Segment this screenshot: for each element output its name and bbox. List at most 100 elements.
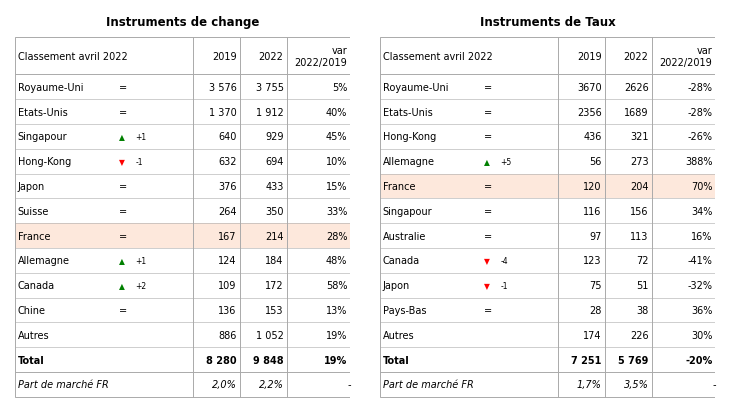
Text: Etats-Unis: Etats-Unis bbox=[383, 107, 432, 117]
Text: 45%: 45% bbox=[326, 132, 347, 142]
Text: France: France bbox=[18, 231, 50, 241]
Bar bbox=[15, 224, 350, 248]
Text: 51: 51 bbox=[637, 281, 648, 290]
Text: 48%: 48% bbox=[326, 256, 347, 266]
Text: Instruments de Taux: Instruments de Taux bbox=[480, 16, 615, 29]
Text: 172: 172 bbox=[265, 281, 283, 290]
Text: 30%: 30% bbox=[691, 330, 712, 340]
Text: ▲: ▲ bbox=[119, 256, 125, 265]
Text: 70%: 70% bbox=[691, 182, 712, 191]
Text: 28: 28 bbox=[589, 305, 602, 315]
Text: =: = bbox=[484, 305, 492, 315]
Text: ▼: ▼ bbox=[484, 256, 490, 265]
Text: 7 251: 7 251 bbox=[571, 355, 602, 365]
Text: +5: +5 bbox=[501, 157, 512, 166]
Text: =: = bbox=[484, 231, 492, 241]
Text: France: France bbox=[383, 182, 415, 191]
Text: -32%: -32% bbox=[688, 281, 712, 290]
Text: var
2022/2019: var 2022/2019 bbox=[295, 45, 347, 68]
Text: 2626: 2626 bbox=[624, 83, 648, 92]
Text: Canada: Canada bbox=[18, 281, 55, 290]
Text: 433: 433 bbox=[265, 182, 283, 191]
Text: -26%: -26% bbox=[688, 132, 712, 142]
Text: 75: 75 bbox=[589, 281, 602, 290]
Text: +1: +1 bbox=[136, 256, 147, 265]
Text: Australie: Australie bbox=[383, 231, 426, 241]
Text: 1 052: 1 052 bbox=[255, 330, 283, 340]
Text: -28%: -28% bbox=[688, 83, 712, 92]
Text: 123: 123 bbox=[583, 256, 602, 266]
Text: 16%: 16% bbox=[691, 231, 712, 241]
Text: =: = bbox=[119, 231, 127, 241]
Text: Autres: Autres bbox=[383, 330, 414, 340]
Text: 156: 156 bbox=[630, 206, 648, 216]
Text: 2019: 2019 bbox=[212, 52, 237, 62]
Text: 273: 273 bbox=[630, 157, 648, 167]
Text: Part de marché FR: Part de marché FR bbox=[383, 380, 473, 389]
Text: Royaume-Uni: Royaume-Uni bbox=[18, 83, 83, 92]
Text: 120: 120 bbox=[583, 182, 602, 191]
Text: -1: -1 bbox=[136, 157, 143, 166]
Text: 9 848: 9 848 bbox=[253, 355, 283, 365]
Text: 109: 109 bbox=[218, 281, 237, 290]
Text: =: = bbox=[119, 83, 127, 92]
Text: 28%: 28% bbox=[326, 231, 347, 241]
Text: Allemagne: Allemagne bbox=[18, 256, 69, 266]
Text: 264: 264 bbox=[218, 206, 237, 216]
Text: 1 370: 1 370 bbox=[209, 107, 237, 117]
Text: 632: 632 bbox=[218, 157, 237, 167]
Text: Instruments de change: Instruments de change bbox=[106, 16, 259, 29]
Text: Classement avril 2022: Classement avril 2022 bbox=[18, 52, 127, 62]
Text: 10%: 10% bbox=[326, 157, 347, 167]
Text: Total: Total bbox=[18, 355, 45, 365]
Text: -: - bbox=[347, 380, 351, 389]
Text: =: = bbox=[119, 206, 127, 216]
Text: Hong-Kong: Hong-Kong bbox=[18, 157, 71, 167]
Text: -20%: -20% bbox=[685, 355, 712, 365]
Text: 56: 56 bbox=[589, 157, 602, 167]
Text: 8 280: 8 280 bbox=[206, 355, 237, 365]
Text: 40%: 40% bbox=[326, 107, 347, 117]
Text: 350: 350 bbox=[265, 206, 283, 216]
Text: 97: 97 bbox=[589, 231, 602, 241]
Text: ▲: ▲ bbox=[119, 281, 125, 290]
Text: Part de marché FR: Part de marché FR bbox=[18, 380, 108, 389]
Text: 184: 184 bbox=[265, 256, 283, 266]
Text: ▲: ▲ bbox=[484, 157, 490, 166]
Text: 153: 153 bbox=[265, 305, 283, 315]
Text: 2022: 2022 bbox=[623, 52, 648, 62]
Text: 19%: 19% bbox=[326, 330, 347, 340]
Text: 694: 694 bbox=[265, 157, 283, 167]
Text: 376: 376 bbox=[218, 182, 237, 191]
Text: var
2022/2019: var 2022/2019 bbox=[660, 45, 712, 68]
Text: Allemagne: Allemagne bbox=[383, 157, 434, 167]
Text: 204: 204 bbox=[630, 182, 648, 191]
Text: 321: 321 bbox=[630, 132, 648, 142]
Text: 886: 886 bbox=[218, 330, 237, 340]
Text: 113: 113 bbox=[630, 231, 648, 241]
Text: Japon: Japon bbox=[383, 281, 410, 290]
Text: Autres: Autres bbox=[18, 330, 49, 340]
Text: 167: 167 bbox=[218, 231, 237, 241]
Text: 33%: 33% bbox=[326, 206, 347, 216]
Text: =: = bbox=[484, 182, 492, 191]
Text: =: = bbox=[484, 107, 492, 117]
Text: Singapour: Singapour bbox=[383, 206, 432, 216]
Text: +2: +2 bbox=[136, 281, 147, 290]
Text: Etats-Unis: Etats-Unis bbox=[18, 107, 67, 117]
Text: 174: 174 bbox=[583, 330, 602, 340]
Bar bbox=[380, 174, 715, 199]
Text: ▼: ▼ bbox=[119, 157, 125, 166]
Text: 3 755: 3 755 bbox=[255, 83, 283, 92]
Text: -: - bbox=[712, 380, 716, 389]
Text: =: = bbox=[119, 305, 127, 315]
Text: 1 912: 1 912 bbox=[255, 107, 283, 117]
Text: 58%: 58% bbox=[326, 281, 347, 290]
Text: Canada: Canada bbox=[383, 256, 420, 266]
Text: 436: 436 bbox=[583, 132, 602, 142]
Text: 19%: 19% bbox=[324, 355, 347, 365]
Text: =: = bbox=[119, 182, 127, 191]
Text: =: = bbox=[484, 206, 492, 216]
Text: Pays-Bas: Pays-Bas bbox=[383, 305, 426, 315]
Text: +1: +1 bbox=[136, 133, 147, 142]
